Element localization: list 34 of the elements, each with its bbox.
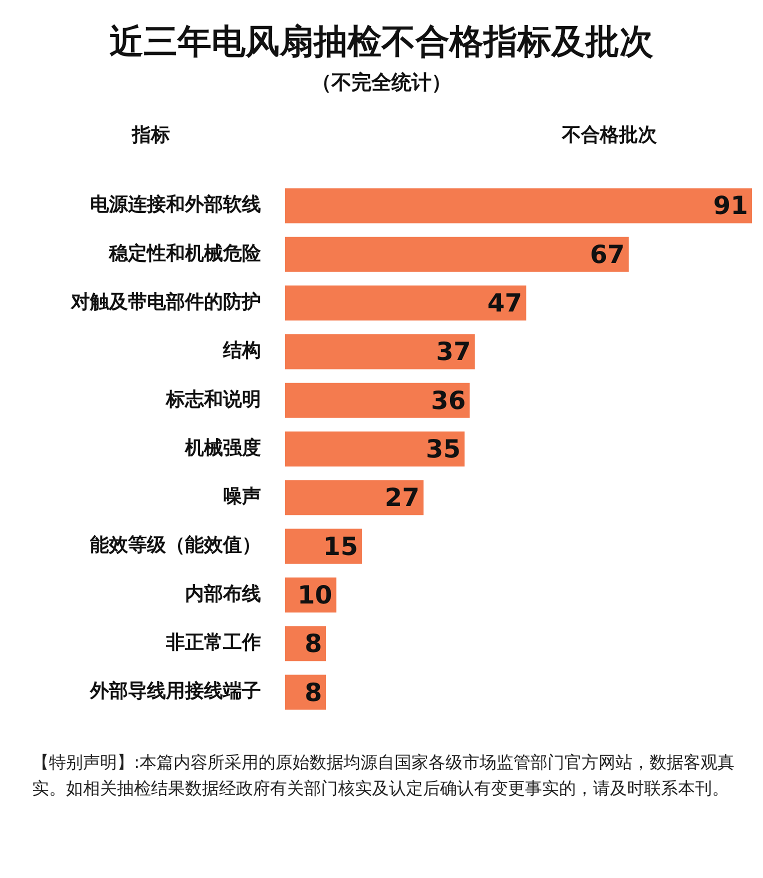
- y-tick-label: 机械强度: [184, 436, 261, 459]
- y-tick-label: 电源连接和外部软线: [90, 194, 261, 216]
- data-label: 67: [590, 240, 625, 269]
- y-axis-title: 指标: [132, 123, 170, 148]
- data-label: 36: [430, 386, 466, 415]
- data-label: 10: [298, 580, 332, 610]
- bar: [285, 236, 629, 272]
- x-axis-title: 不合格批次: [562, 123, 657, 148]
- y-tick-label: 结构: [222, 340, 261, 362]
- bar: [285, 382, 470, 418]
- y-tick-label: 非正常工作: [165, 632, 261, 654]
- y-tick-label: 标志和说明: [165, 388, 261, 410]
- chart-title: 近三年电风扇抽检不合格指标及批次: [108, 21, 654, 64]
- y-tick-label: 能效等级（能效值）: [90, 534, 261, 556]
- bar: [285, 188, 752, 224]
- bar: [285, 431, 465, 467]
- data-label: 91: [713, 191, 748, 220]
- y-tick-label: 对触及带电部件的防护: [70, 290, 261, 313]
- data-label: 27: [384, 483, 420, 512]
- y-tick-label: 内部布线: [185, 582, 261, 605]
- chart-subtitle: （不完全统计）: [310, 69, 452, 96]
- data-label: 8: [304, 629, 322, 658]
- data-label: 47: [487, 288, 522, 318]
- bar: [285, 286, 526, 321]
- bar: [285, 334, 475, 370]
- y-tick-label: 稳定性和机械危险: [108, 242, 262, 264]
- text: 【特别声明】:本篇内容所采用的原始数据均源自国家各级市场监管部门官方网站，数据客观真实。如相关抽检结果数据经政府有关部门核实及认定后确认有变更事实的，请及时联系本刊。: [31, 752, 736, 801]
- data-label: 37: [436, 337, 471, 366]
- y-tick-label: 外部导线用接线端子: [89, 680, 261, 702]
- y-tick-label: 噪声: [223, 486, 261, 508]
- data-label: 35: [426, 434, 461, 464]
- data-label: 15: [323, 532, 358, 561]
- bar: [285, 480, 424, 516]
- data-label: 8: [304, 678, 322, 707]
